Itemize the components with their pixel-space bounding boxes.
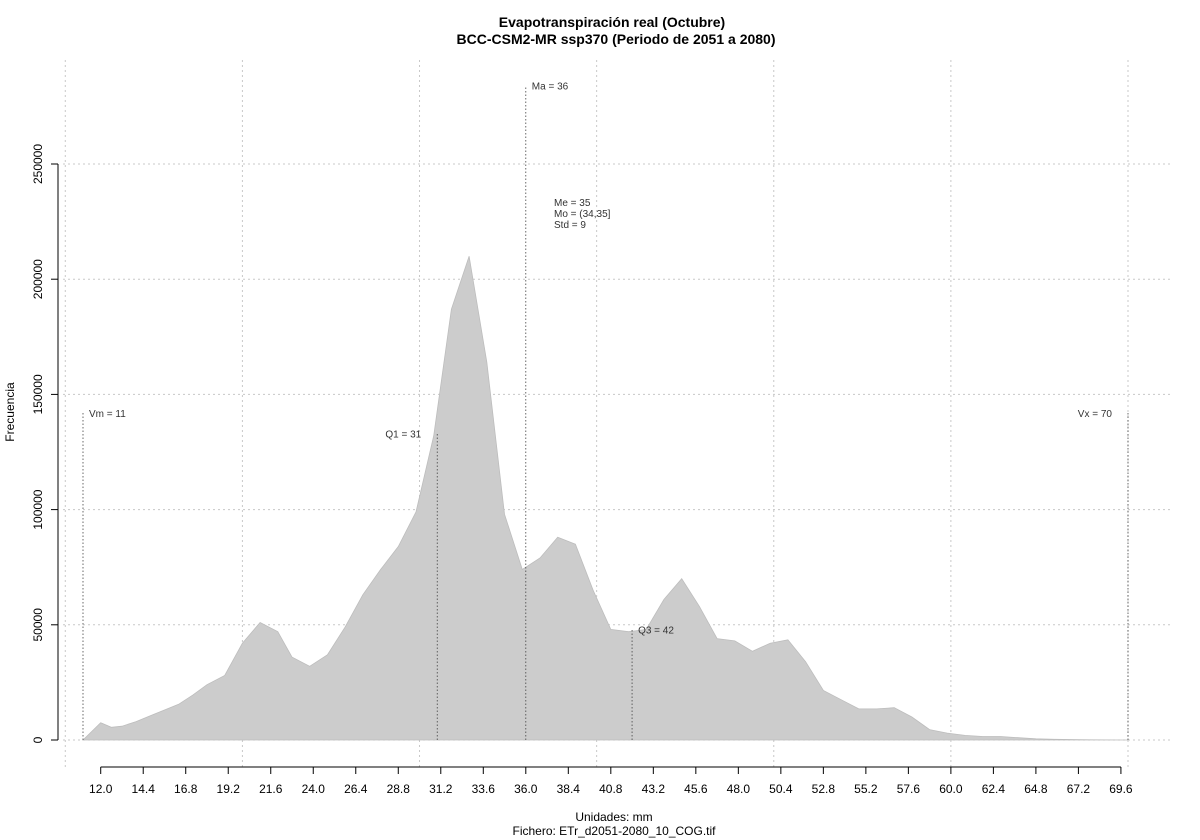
x-tick-label: 28.8 xyxy=(387,782,411,796)
x-axis: 12.0 14.4 16.8 19.2 21.6 24.0 26.4 28.8 31.2 33.6… xyxy=(89,766,1133,796)
x-tick-label: 14.4 xyxy=(132,782,156,796)
marker-label: Q1 = 31 xyxy=(385,430,421,441)
x-tick-label: 52.8 xyxy=(812,782,836,796)
density-area xyxy=(82,256,1128,741)
y-tick-label: 50000 xyxy=(31,608,45,642)
stat-label: Std = 9 xyxy=(554,220,586,231)
marker-label: Vx = 70 xyxy=(1078,409,1113,420)
x-tick-label: 31.2 xyxy=(429,782,453,796)
chart-subtitle: BCC-CSM2-MR ssp370 (Periodo de 2051 a 20… xyxy=(457,31,776,47)
y-tick-label: 150000 xyxy=(31,374,45,414)
x-tick-label: 55.2 xyxy=(854,782,878,796)
annotations: Vm = 11 Q1 = 31 Ma = 36 Q3 = 42 Vx = 70 xyxy=(82,82,1129,740)
x-tick-label: 26.4 xyxy=(344,782,368,796)
x-tick-label: 57.6 xyxy=(897,782,921,796)
x-tick-label: 45.6 xyxy=(684,782,708,796)
x-tick-label: 36.0 xyxy=(514,782,538,796)
x-tick-label: 60.0 xyxy=(939,782,963,796)
y-tick-label: 0 xyxy=(31,736,45,743)
stat-label: Mo = (34,35] xyxy=(554,209,611,220)
x-tick-label: 50.4 xyxy=(769,782,793,796)
marker-label: Q3 = 42 xyxy=(638,625,674,636)
x-tick-label: 69.6 xyxy=(1109,782,1133,796)
x-tick-label: 19.2 xyxy=(217,782,241,796)
y-tick-label: 200000 xyxy=(31,259,45,299)
x-tick-label: 38.4 xyxy=(557,782,581,796)
chart-title: Evapotranspiración real (Octubre) xyxy=(499,14,725,30)
x-tick-label: 67.2 xyxy=(1067,782,1091,796)
x-tick-label: 62.4 xyxy=(982,782,1006,796)
y-axis: 0 50000 100000 150000 200000 250000 xyxy=(31,144,59,743)
x-tick-label: 16.8 xyxy=(174,782,198,796)
y-tick-label: 250000 xyxy=(31,144,45,184)
y-tick-label: 100000 xyxy=(31,489,45,529)
y-axis-title: Frecuencia xyxy=(3,382,17,442)
marker-label: Vm = 11 xyxy=(89,409,126,420)
x-tick-label: 33.6 xyxy=(472,782,496,796)
x-tick-label: 12.0 xyxy=(89,782,113,796)
plot-area xyxy=(82,256,1128,741)
x-tick-label: 43.2 xyxy=(642,782,666,796)
x-tick-label: 21.6 xyxy=(259,782,283,796)
x-tick-label: 24.0 xyxy=(302,782,326,796)
x-tick-label: 64.8 xyxy=(1024,782,1048,796)
x-axis-title: Unidades: mm xyxy=(575,810,652,824)
file-caption: Fichero: ETr_d2051-2080_10_COG.tif xyxy=(513,824,717,838)
x-tick-label: 48.0 xyxy=(727,782,751,796)
x-tick-label: 40.8 xyxy=(599,782,623,796)
stat-label: Me = 35 xyxy=(554,198,591,209)
marker-label: Ma = 36 xyxy=(532,82,569,93)
